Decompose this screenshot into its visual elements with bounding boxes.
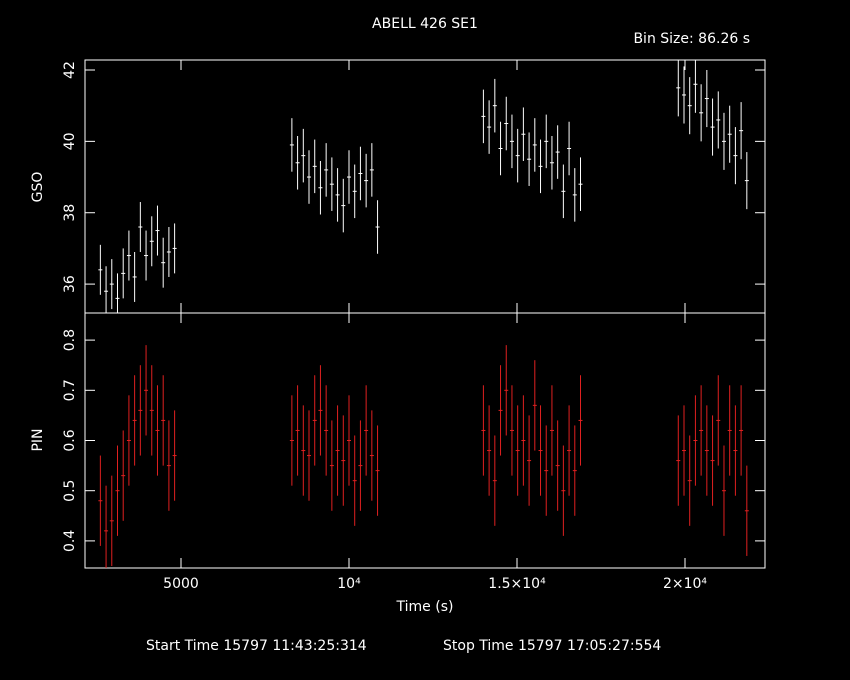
y-axis-label: PIN	[30, 428, 46, 451]
plot-frame	[84, 59, 766, 569]
bin-size: Bin Size: 86.26 s	[633, 31, 750, 47]
y-tick-label: 0.8	[62, 329, 78, 351]
y-tick-label: 40	[62, 132, 78, 150]
y-axis-label: GSO	[30, 172, 46, 203]
x-tick-label: 2×10⁴	[663, 576, 707, 592]
x-tick-label: 1.5×10⁴	[488, 576, 546, 592]
x-tick-label: 10⁴	[337, 576, 361, 592]
x-axis-label: Time (s)	[396, 599, 454, 615]
y-tick-label: 36	[62, 275, 78, 293]
stop-time: Stop Time 15797 17:05:27:554	[443, 638, 661, 654]
y-tick-label: 42	[62, 61, 78, 79]
chart-title: ABELL 426 SE1	[372, 16, 478, 32]
y-tick-label: 0.5	[62, 480, 78, 502]
x-tick-label: 5000	[163, 576, 199, 592]
y-tick-label: 0.4	[62, 530, 78, 552]
y-tick-label: 38	[62, 204, 78, 222]
y-tick-label: 0.7	[62, 379, 78, 401]
y-tick-label: 0.6	[62, 429, 78, 451]
start-time: Start Time 15797 11:43:25:314	[146, 638, 367, 654]
